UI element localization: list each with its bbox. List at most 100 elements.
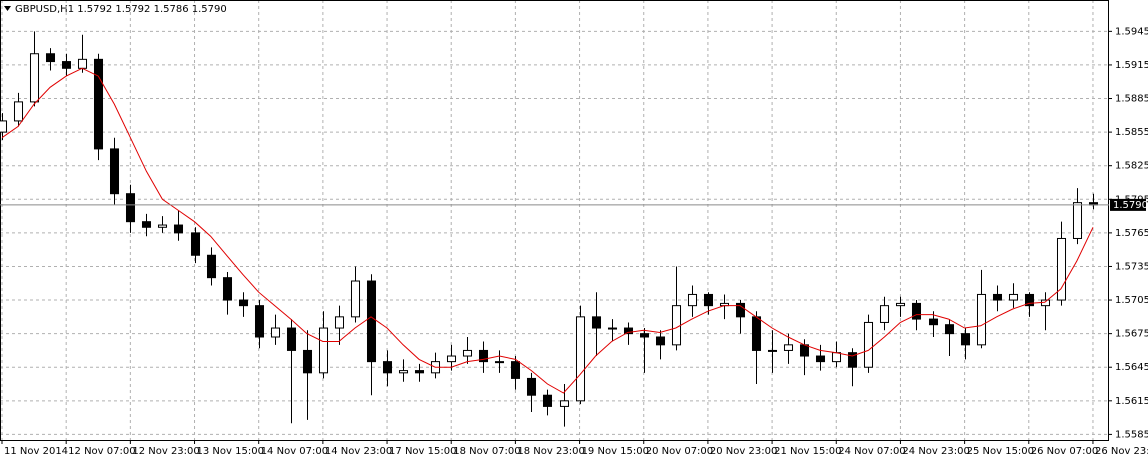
- x-tick-label: 17 Nov 15:00: [389, 446, 456, 457]
- y-tick-label: 1.5585: [1115, 429, 1148, 440]
- candle-body: [1056, 237, 1067, 301]
- y-tick-label: 1.5675: [1115, 329, 1148, 340]
- last-price-box: [1110, 198, 1146, 211]
- candle-body: [109, 148, 120, 195]
- candle-body: [141, 221, 152, 228]
- candle-body: [510, 361, 521, 379]
- candle-body: [414, 370, 425, 374]
- candle-body: [222, 277, 233, 301]
- plot-frame: [0, 0, 1109, 441]
- candle-body: [334, 316, 345, 329]
- candle-body: [238, 299, 249, 307]
- x-tick-label: 14 Nov 07:00: [261, 446, 328, 457]
- candle-body: [13, 101, 24, 122]
- candle-body: [687, 293, 698, 307]
- candle-body: [944, 324, 955, 335]
- candle-body: [847, 352, 858, 368]
- candle-body: [1008, 293, 1019, 301]
- candle-body: [462, 349, 473, 357]
- x-tick-label: 12 Nov 07:00: [68, 446, 135, 457]
- candle-body: [863, 321, 874, 368]
- candle-body: [623, 327, 634, 335]
- candle-body: [542, 394, 553, 407]
- candle-body: [783, 344, 794, 351]
- candle-body: [559, 400, 570, 407]
- candle-body: [0, 120, 8, 133]
- candle-body: [173, 224, 184, 234]
- candle-body: [45, 53, 56, 63]
- candle-body: [318, 327, 329, 374]
- candle-body: [77, 58, 88, 69]
- x-tick-label: 13 Nov 15:00: [197, 446, 264, 457]
- candle-body: [928, 318, 939, 326]
- candle-body: [992, 293, 1003, 301]
- x-tick-label: 24 Nov 07:00: [838, 446, 905, 457]
- candle-body: [398, 370, 409, 374]
- candle-body: [366, 280, 377, 363]
- x-tick-label: 26 Nov 07:00: [1031, 446, 1098, 457]
- candle-body: [895, 302, 906, 307]
- candle-body: [575, 316, 586, 402]
- candle-body: [61, 61, 72, 69]
- y-tick-label: 1.5765: [1115, 228, 1148, 239]
- candle-body: [302, 349, 313, 374]
- candle-body: [494, 361, 505, 364]
- candle-body: [655, 336, 666, 346]
- candle-body: [382, 361, 393, 374]
- candle-body: [206, 254, 217, 279]
- x-tick-label: 19 Nov 15:00: [582, 446, 649, 457]
- candle-body: [639, 333, 650, 338]
- y-tick-label: 1.5855: [1115, 127, 1148, 138]
- x-tick-label: 26 Nov 23:00: [1095, 446, 1148, 457]
- candle-body: [751, 316, 762, 351]
- candle-body: [1072, 202, 1083, 239]
- menu-arrow[interactable]: [4, 6, 11, 11]
- y-tick-label: 1.5885: [1115, 94, 1148, 105]
- x-tick-label: 20 Nov 23:00: [710, 446, 777, 457]
- candle-body: [879, 305, 890, 323]
- y-tick-label: 1.5945: [1115, 26, 1148, 37]
- x-tick-label: 20 Nov 07:00: [646, 446, 713, 457]
- candle-body: [350, 280, 361, 318]
- candle-body: [1024, 293, 1035, 307]
- candle-body: [270, 327, 281, 338]
- candle-body: [735, 302, 746, 318]
- y-tick-label: 1.5735: [1115, 261, 1148, 272]
- y-tick-label: 1.5645: [1115, 362, 1148, 373]
- candle-body: [478, 349, 489, 363]
- candle-body: [526, 377, 537, 396]
- moving-average: [1, 67, 1094, 394]
- candle-body: [767, 349, 778, 352]
- candle-body: [831, 352, 842, 363]
- x-tick-label: 12 Nov 23:00: [132, 446, 199, 457]
- candle-body: [815, 355, 826, 363]
- candle-body: [446, 355, 457, 363]
- candle-body: [190, 232, 201, 256]
- candle-body: [254, 305, 265, 338]
- x-tick-label: 14 Nov 23:00: [325, 446, 392, 457]
- x-tick-label: 25 Nov 15:00: [967, 446, 1034, 457]
- y-tick-label: 1.5825: [1115, 161, 1148, 172]
- y-tick-label: 1.5615: [1115, 396, 1148, 407]
- candle-body: [607, 327, 618, 330]
- y-tick-label: 1.5705: [1115, 295, 1148, 306]
- candle-body: [799, 344, 810, 357]
- chart-title: GBPUSD,H1 1.5792 1.5792 1.5786 1.5790: [15, 4, 227, 15]
- candle-body: [29, 53, 40, 103]
- x-tick-label: 11 Nov 2014: [4, 446, 68, 457]
- x-tick-label: 18 Nov 07:00: [453, 446, 520, 457]
- last-price-label: 1.5790: [1113, 200, 1148, 211]
- candle-body: [157, 224, 168, 228]
- x-tick-label: 18 Nov 23:00: [517, 446, 584, 457]
- candle-body: [125, 193, 136, 223]
- candle-body: [93, 58, 104, 150]
- candle-body: [960, 333, 971, 346]
- candle-body: [911, 302, 922, 320]
- candle-body: [976, 293, 987, 346]
- candle-body: [286, 327, 297, 351]
- x-tick-label: 24 Nov 23:00: [902, 446, 969, 457]
- candle-body: [671, 305, 682, 346]
- candle-body: [591, 316, 602, 329]
